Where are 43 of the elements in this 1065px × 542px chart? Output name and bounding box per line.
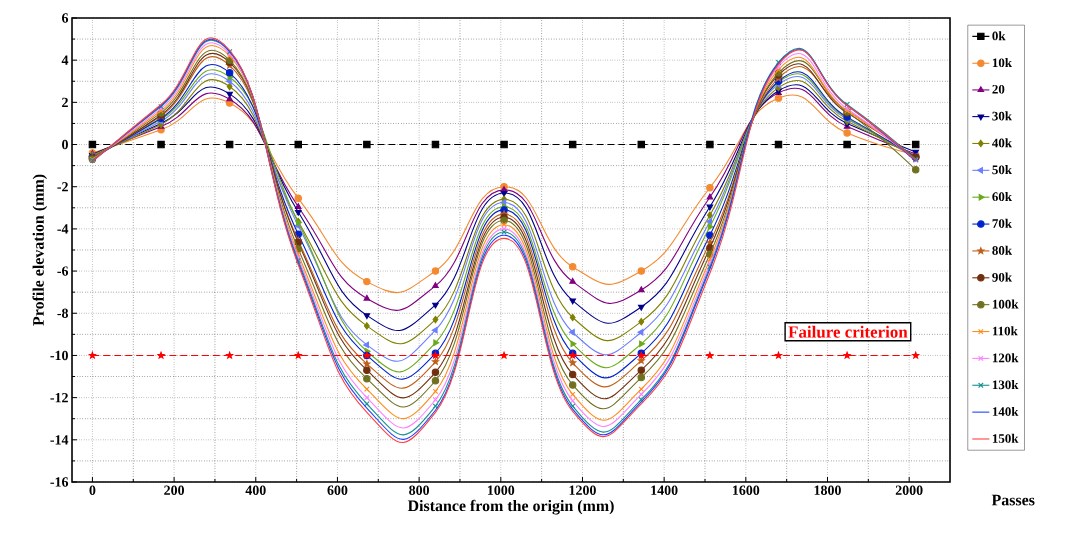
annotation: Failure criterion [788, 325, 908, 338]
legend-label: 60k [992, 191, 1013, 202]
y-tick-label: 4 [61, 55, 69, 65]
x-tick-label: 200 [164, 485, 185, 495]
legend-label: 120k [992, 353, 1019, 363]
y-tick-label: 0 [62, 139, 68, 150]
x-tick-label: 1400 [651, 485, 678, 495]
legend-label: 10k [992, 58, 1013, 68]
x-tick-label: 0 [89, 485, 96, 495]
legend-label: 80k [992, 245, 1013, 255]
x-tick-label: 1000 [487, 485, 515, 495]
legend-label: 40k [992, 138, 1013, 148]
x-tick-label: 2000 [895, 485, 923, 495]
y-tick-label: 2 [62, 97, 68, 107]
y-axis-title: Profile elevation (mm) [32, 174, 48, 326]
legend-label: 150k [992, 433, 1019, 443]
y-tick-label: -10 [50, 350, 68, 361]
x-tick-label: 600 [327, 485, 348, 495]
legend-label: 50k [992, 165, 1013, 175]
legend-label: 70k [992, 218, 1013, 228]
legend-label: 20 [992, 84, 1005, 94]
x-tick-label: 800 [409, 485, 430, 495]
legend-label: 90k [992, 272, 1013, 282]
legend-label: 140k [992, 406, 1019, 416]
y-tick-label: -6 [57, 266, 69, 276]
legend-label: 130k [992, 380, 1019, 390]
y-tick-label: -14 [50, 435, 69, 445]
x-tick-label: 400 [245, 485, 266, 495]
y-tick-label: -4 [57, 224, 69, 234]
legend-title: Passes [991, 494, 1035, 506]
x-tick-label: 1200 [569, 485, 596, 495]
y-tick-label: -8 [57, 308, 69, 318]
x-tick-label: 1600 [733, 485, 760, 495]
y-tick-label: -12 [50, 393, 68, 403]
y-tick-label: 6 [62, 13, 69, 23]
legend-label: 30k [992, 111, 1013, 121]
legend-label: 0k [992, 31, 1006, 41]
y-tick-label: -2 [57, 182, 68, 192]
y-tick-label: -16 [50, 477, 69, 487]
x-tick-label: 1800 [814, 485, 841, 495]
x-axis-title: Distance from the origin (mm) [407, 499, 614, 515]
legend-label: 110k [992, 326, 1018, 336]
legend-label: 100k [992, 299, 1019, 309]
